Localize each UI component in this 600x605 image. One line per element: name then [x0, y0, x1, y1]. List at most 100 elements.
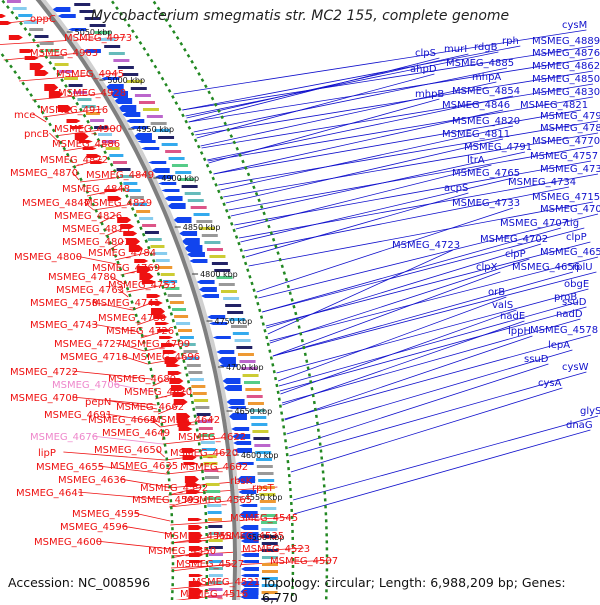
forward-gene-feature: [155, 322, 170, 325]
scale-tick-label: 4550 kbp: [245, 493, 283, 502]
forward-gene-feature: [126, 238, 141, 245]
scale-tick-label: 4600 kbp: [241, 451, 279, 460]
left-label-connector: [109, 275, 125, 285]
right-label-connector: [196, 73, 435, 139]
left-label-connector: [170, 534, 279, 544]
reverse-gene-feature: [118, 105, 137, 112]
right-label-connector: [173, 29, 587, 95]
left-gene-label: MSMEG_4709: [122, 339, 190, 350]
right-label-connector: [200, 81, 497, 147]
reverse-gene-feature: [234, 448, 253, 453]
left-gene-label: MSMEG_4642: [152, 415, 220, 426]
reverse-gene-feature: [240, 588, 259, 595]
annotation-bar: [214, 269, 231, 272]
reverse-gene-feature: [148, 161, 167, 164]
left-gene-label: MSMEG_4718: [60, 352, 128, 363]
reverse-gene-feature: [155, 175, 174, 179]
annotation-bar: [259, 493, 276, 496]
left-gene-label: MSMEG_4784: [88, 248, 156, 259]
annotation-bar: [186, 364, 201, 367]
annotation-bar: [139, 217, 154, 220]
forward-gene-feature: [29, 63, 44, 70]
forward-gene-feature: [139, 273, 154, 280]
left-label-connector: [157, 405, 179, 415]
left-gene-label: MSMEG_4507: [270, 556, 338, 567]
forward-gene-feature: [182, 455, 197, 460]
annotation-bar: [74, 3, 91, 6]
left-gene-label: MSMEG_4769: [92, 263, 160, 274]
annotation-bar: [34, 35, 49, 38]
annotation-bar: [259, 500, 276, 503]
annotation-bar: [218, 283, 235, 286]
forward-gene-feature: [188, 588, 203, 595]
annotation-bar: [79, 10, 96, 13]
annotation-bar: [227, 311, 244, 314]
right-label-connector: [272, 271, 574, 357]
reverse-gene-feature: [181, 238, 200, 245]
right-gene-label: MSMEG_4765: [452, 168, 520, 179]
left-gene-label: MSMEG_4516: [180, 589, 248, 600]
reverse-gene-feature: [161, 189, 180, 192]
annotation-bar: [207, 518, 222, 521]
left-gene-label: MSMEG_4706: [52, 380, 120, 391]
reverse-gene-feature: [227, 406, 246, 409]
reverse-gene-feature: [133, 133, 152, 140]
left-gene-label: MSMEG_4829: [84, 198, 152, 209]
reverse-gene-feature: [240, 532, 259, 539]
left-gene-label: MSMEG_4676: [30, 432, 98, 443]
right-label-connector: [218, 120, 599, 186]
right-gene-label: lepA: [548, 340, 570, 351]
annotation-bar: [98, 133, 113, 136]
left-label-connector: [95, 540, 171, 550]
forward-gene-feature: [176, 413, 191, 420]
annotation-bar: [178, 178, 195, 181]
annotation-bar: [101, 140, 116, 143]
annotation-bar: [150, 245, 165, 248]
reverse-gene-feature: [212, 336, 231, 339]
annotation-bar: [171, 164, 188, 167]
annotation-bar: [249, 409, 266, 412]
left-gene-label: MSMEG_4886: [52, 139, 120, 150]
annotation-bar: [258, 479, 275, 482]
left-label-connector: [91, 435, 163, 445]
right-gene-label: cysA: [538, 378, 562, 389]
forward-gene-feature: [189, 560, 203, 563]
annotation-bar: [262, 563, 278, 566]
left-gene-label: MSMEG_4963: [30, 48, 98, 59]
reverse-gene-feature: [233, 441, 252, 445]
forward-gene-feature: [188, 553, 203, 557]
annotation-bar: [117, 66, 134, 69]
reverse-gene-feature: [101, 77, 120, 80]
right-gene-label: MSMEG_4820: [452, 116, 520, 127]
right-gene-label: MSMEG_4846: [442, 100, 510, 111]
annotation-bar: [90, 119, 105, 122]
right-gene-label: clpP: [566, 232, 587, 243]
accession-text: Accession: NC_008596: [8, 575, 151, 590]
left-gene-label: MSMEG_4849: [86, 170, 154, 181]
annotation-bar: [172, 308, 187, 311]
right-label-connector: [262, 227, 585, 313]
annotation-bar: [39, 42, 54, 45]
left-gene-label: MSMEG_4800: [14, 252, 82, 263]
annotation-bar: [165, 150, 182, 153]
right-label-connector: [290, 387, 563, 473]
annotation-bar: [200, 441, 215, 444]
right-gene-label: MSMEG_4854: [452, 86, 520, 97]
right-gene-label: cysW: [562, 362, 589, 373]
right-label-connector: [277, 296, 507, 382]
forward-gene-feature: [8, 35, 23, 40]
forward-gene-feature: [167, 371, 182, 375]
reverse-gene-feature: [207, 315, 226, 319]
right-label-connector: [239, 173, 599, 239]
annotation-bar: [54, 63, 69, 66]
right-gene-label: MSMEG_4702: [480, 234, 548, 245]
left-label-connector: [121, 525, 171, 535]
forward-gene-feature: [70, 126, 85, 129]
scale-tick-label: 4950 kbp: [136, 125, 174, 134]
right-label-connector: [269, 258, 530, 344]
left-label-connector: [71, 396, 157, 406]
right-gene-label: MSMEG_4659: [540, 247, 600, 258]
forward-gene-feature: [0, 14, 6, 18]
annotation-bar: [167, 294, 182, 297]
